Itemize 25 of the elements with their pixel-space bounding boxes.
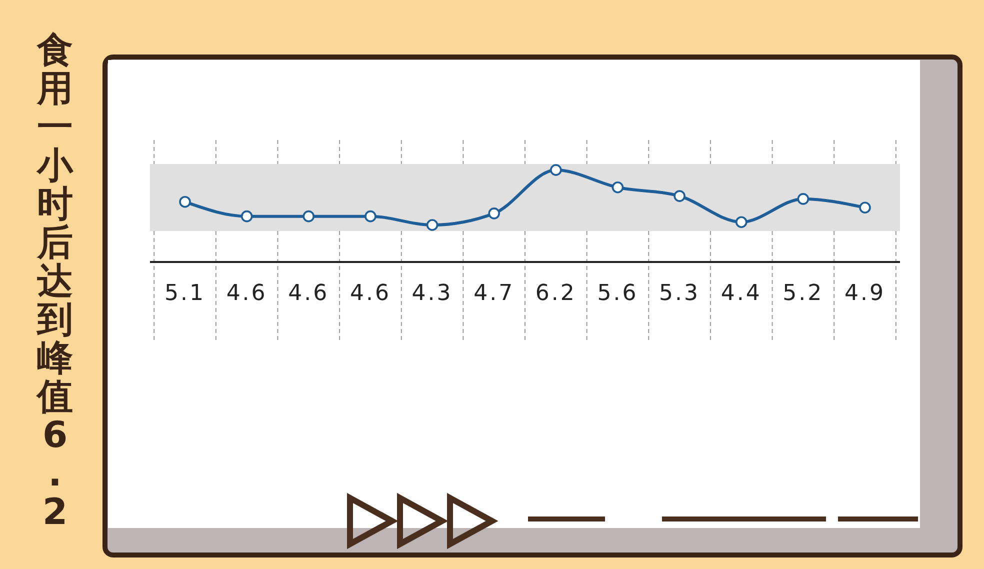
point bbox=[364, 210, 376, 222]
point bbox=[179, 196, 191, 208]
data-label: 5.2 bbox=[782, 281, 824, 306]
data-label: 4.6 bbox=[350, 281, 391, 306]
point bbox=[674, 190, 686, 202]
point bbox=[735, 216, 748, 228]
data-label: 4.6 bbox=[226, 281, 268, 306]
point bbox=[859, 202, 871, 214]
data-label: 4.9 bbox=[844, 281, 886, 306]
point bbox=[426, 219, 438, 231]
data-label: 5.6 bbox=[597, 281, 638, 306]
data-label: 5.3 bbox=[659, 281, 700, 306]
data-label: 4.6 bbox=[288, 281, 330, 306]
point bbox=[612, 181, 624, 194]
point bbox=[797, 193, 810, 205]
data-label: 4.4 bbox=[720, 281, 762, 306]
data-label: 5.1 bbox=[164, 281, 206, 306]
point bbox=[240, 210, 253, 222]
data-label: 4.7 bbox=[474, 281, 515, 306]
chart-title: 食用一小时后达到峰值6.2 bbox=[37, 30, 73, 533]
point bbox=[302, 210, 315, 222]
point bbox=[488, 208, 500, 220]
data-label: 4.3 bbox=[412, 281, 453, 306]
data-label: 6.2 bbox=[535, 281, 576, 306]
point bbox=[550, 164, 562, 176]
